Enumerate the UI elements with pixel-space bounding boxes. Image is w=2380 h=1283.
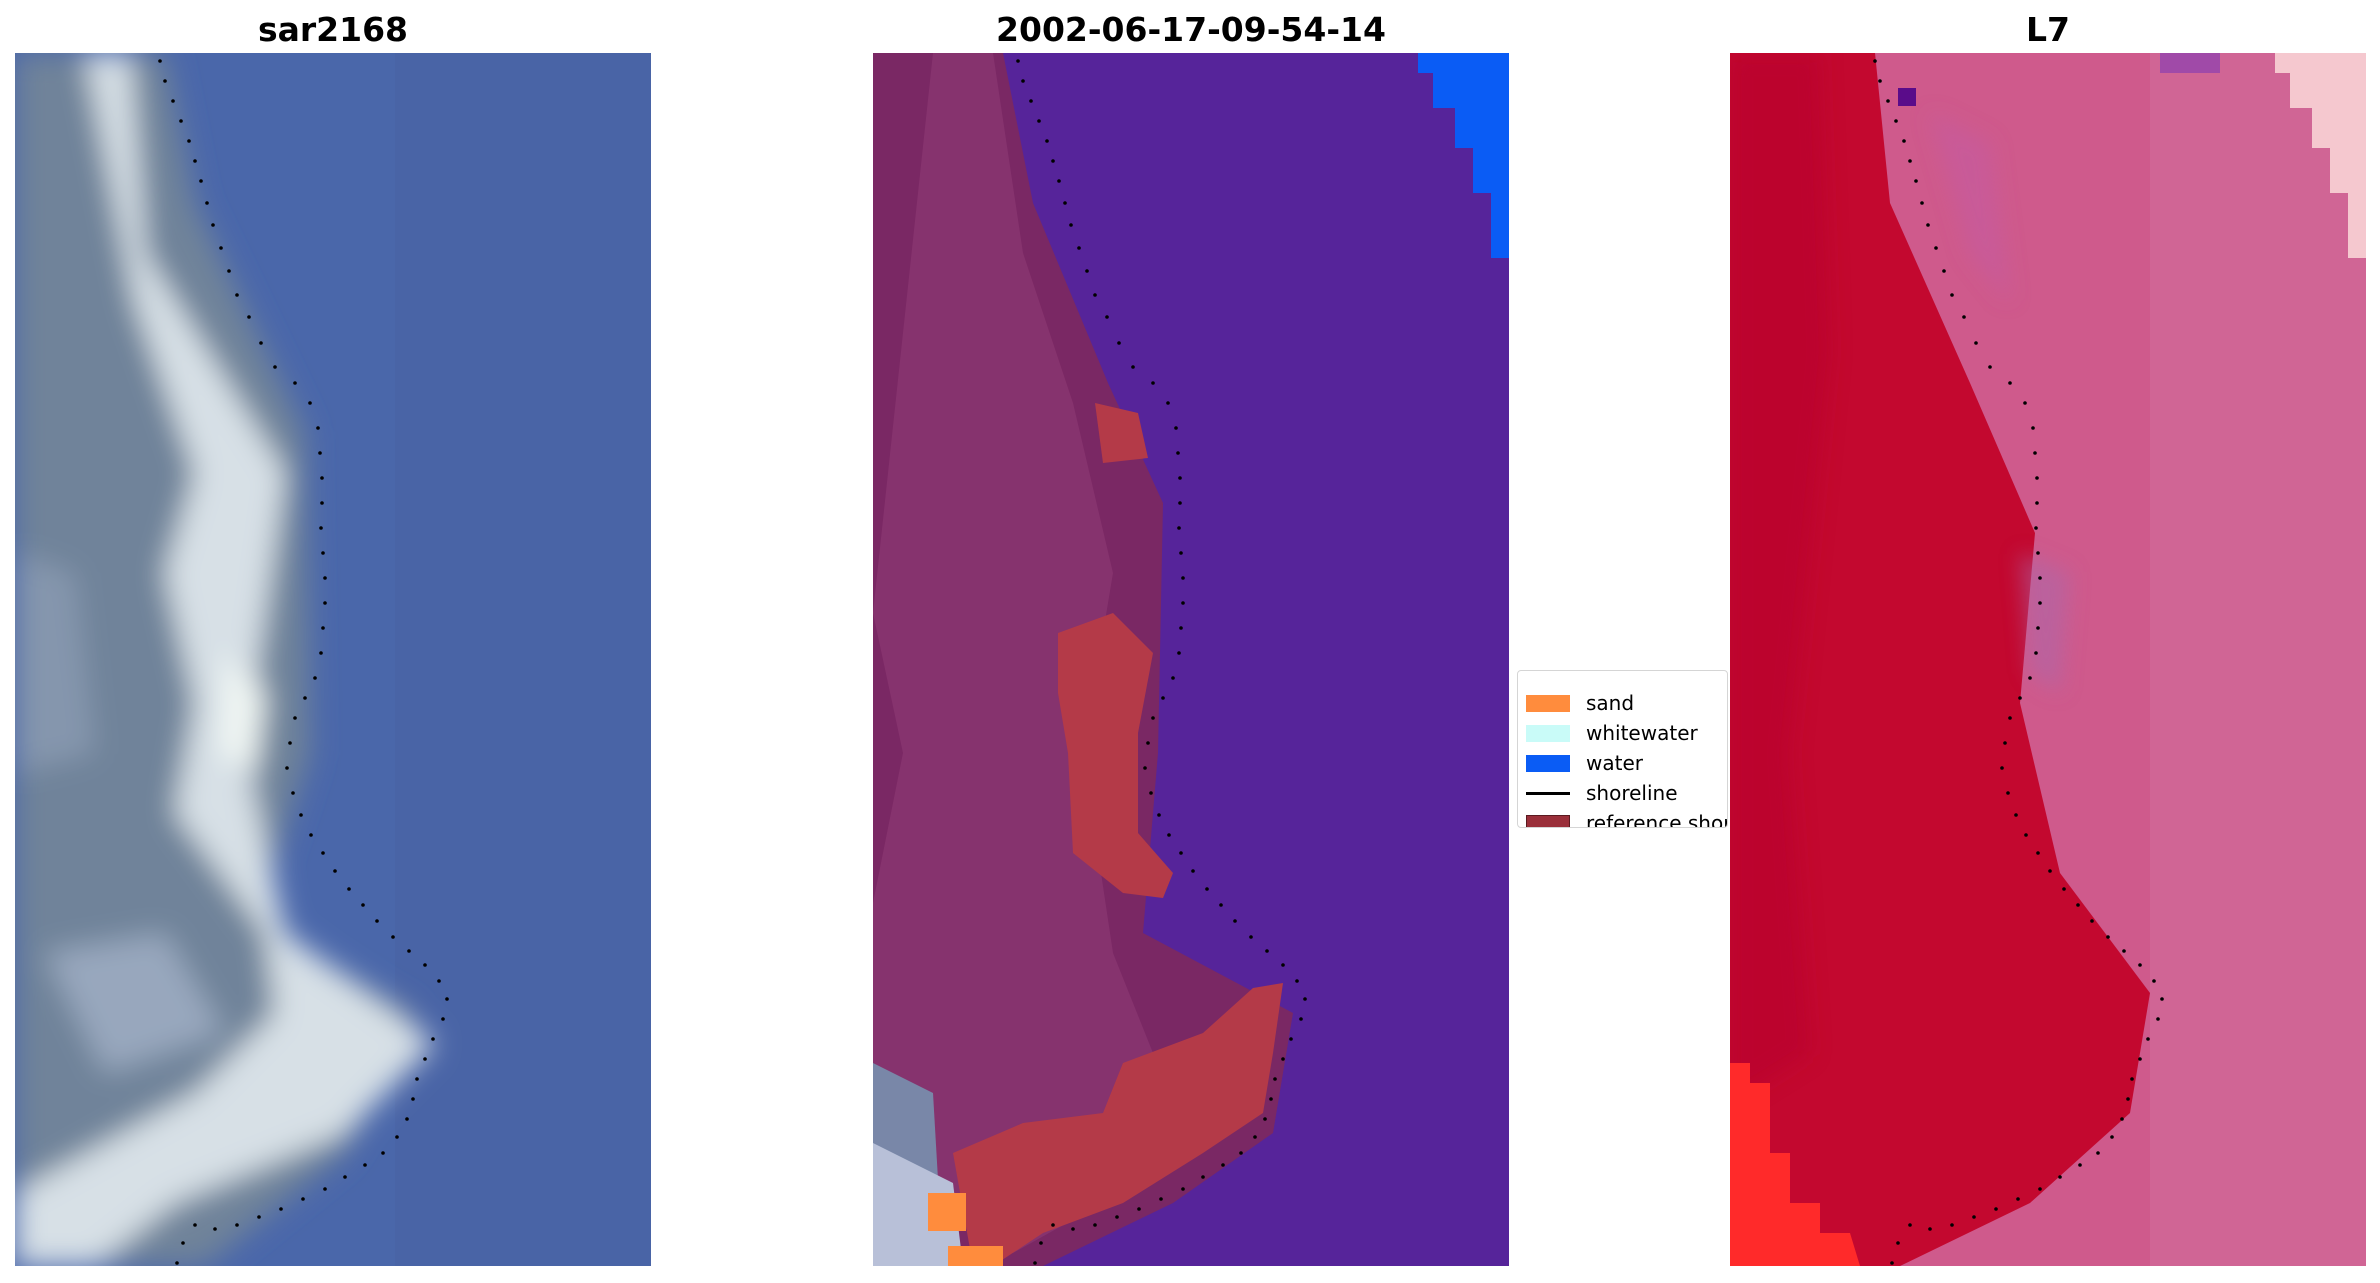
sand-swatch (1526, 694, 1570, 712)
panel-title-rgb: sar2168 (257, 10, 409, 49)
rgb-image (15, 53, 651, 1266)
shoreline-dots-false-color (1873, 59, 2164, 1265)
panel-title-classification: 2002-06-17-09-54-14 (996, 10, 1386, 49)
false-color-image (1730, 53, 2366, 1266)
shoreline-dots-rgb (158, 59, 449, 1265)
panel-title-false-color: L7 (2026, 10, 2070, 49)
legend-item-sand: sand (1526, 688, 1634, 718)
legend-item-water: water (1526, 748, 1643, 778)
legend-item-whitewater: whitewater (1526, 718, 1698, 748)
whitewater-swatch (1526, 724, 1570, 742)
legend-label-sand: sand (1586, 691, 1635, 715)
legend-label-reference-buffer: reference shoreline buffer (1586, 811, 1728, 828)
legend-label-whitewater: whitewater (1586, 721, 1698, 745)
legend-item-reference-buffer: reference shoreline buffer (1526, 808, 1728, 828)
shoreline-line-swatch (1526, 791, 1570, 795)
shoreline-dots-classification (1016, 59, 1307, 1265)
water-swatch (1526, 754, 1570, 772)
legend-label-water: water (1586, 751, 1643, 775)
legend: sand whitewater water shoreline referenc… (1517, 670, 1728, 828)
legend-label-shoreline: shoreline (1586, 781, 1678, 805)
legend-item-shoreline: shoreline (1526, 778, 1678, 808)
classification-image (873, 53, 1509, 1266)
reference-buffer-swatch (1526, 814, 1570, 827)
